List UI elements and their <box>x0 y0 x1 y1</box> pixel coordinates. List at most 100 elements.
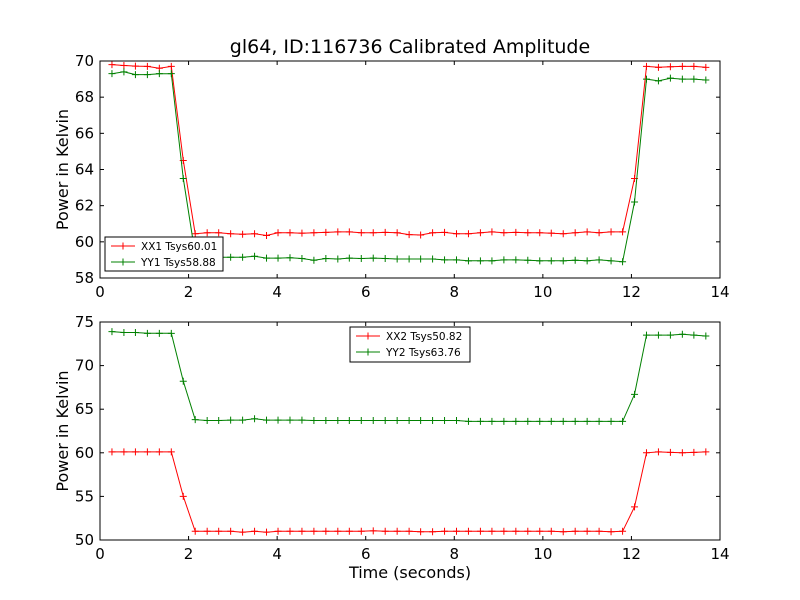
x-tick-label: 12 <box>622 283 641 301</box>
y-tick-label: 64 <box>75 161 94 179</box>
x-tick-label: 14 <box>710 545 729 563</box>
data-point <box>239 528 247 536</box>
data-point <box>120 62 128 70</box>
y-axis: 50 55 60 65 70 75 <box>75 313 720 549</box>
data-point <box>500 417 508 425</box>
data-point <box>690 75 698 83</box>
data-point <box>263 254 271 262</box>
data-point <box>464 417 472 425</box>
data-point <box>263 416 271 424</box>
y-tick-label: 70 <box>75 52 94 70</box>
y-axis-label: Power in Kelvin <box>53 109 72 230</box>
data-point <box>547 229 555 237</box>
data-point <box>417 255 425 263</box>
data-point <box>298 416 306 424</box>
y-tick-label: 55 <box>75 487 94 505</box>
data-point <box>512 417 520 425</box>
data-point <box>393 527 401 535</box>
x-tick-label: 2 <box>184 283 194 301</box>
data-point <box>227 230 235 238</box>
data-point <box>464 527 472 535</box>
data-point <box>595 229 603 237</box>
data-point <box>464 230 472 238</box>
data-point <box>453 417 460 425</box>
data-point <box>108 70 116 78</box>
data-point <box>357 229 365 237</box>
data-point <box>666 63 674 71</box>
data-point <box>251 527 259 535</box>
data-point <box>571 417 579 425</box>
data-point <box>167 70 175 78</box>
data-point <box>298 527 306 535</box>
data-point <box>167 62 175 70</box>
data-point <box>203 229 211 237</box>
data-point <box>108 448 116 456</box>
data-point <box>381 254 389 262</box>
data-point <box>429 528 437 536</box>
data-point <box>369 417 377 425</box>
series-2 <box>108 328 710 425</box>
data-point <box>654 331 662 339</box>
data-point <box>393 229 401 237</box>
data-point <box>690 331 698 339</box>
data-point <box>654 77 662 85</box>
x-tick-label: 4 <box>272 283 282 301</box>
legend-marker <box>119 242 127 250</box>
data-point <box>476 527 484 535</box>
x-tick-label: 10 <box>533 283 552 301</box>
data-point <box>512 527 520 535</box>
data-point <box>654 448 662 456</box>
data-point <box>631 390 639 398</box>
data-point <box>631 198 639 206</box>
data-point <box>405 231 413 239</box>
axes-frame <box>99 321 721 541</box>
data-point <box>559 417 567 425</box>
data-point <box>417 231 425 239</box>
data-point <box>642 62 650 70</box>
data-point <box>215 527 223 535</box>
data-point <box>131 71 139 79</box>
x-tick-label: 8 <box>450 545 460 563</box>
data-point <box>429 255 437 263</box>
y-tick-label: 66 <box>75 124 94 142</box>
data-point <box>203 417 211 425</box>
data-point <box>536 229 544 237</box>
data-point <box>500 527 508 535</box>
data-point <box>191 416 199 424</box>
legend: XX1 Tsys60.01 YY1 Tsys58.88 <box>104 236 224 272</box>
data-point <box>453 527 460 535</box>
data-point <box>263 528 271 536</box>
data-point <box>619 258 627 266</box>
data-point <box>274 229 282 237</box>
data-point <box>417 417 425 425</box>
data-point <box>322 417 330 425</box>
data-point <box>274 416 282 424</box>
data-point <box>500 229 508 237</box>
legend-item-1: XX2 Tsys50.82 <box>356 331 462 343</box>
y-axis: 58 60 62 64 66 68 70 <box>75 52 720 287</box>
x-axis: 0 2 4 6 8 10 12 14 <box>95 61 730 301</box>
data-point <box>441 228 449 236</box>
legend-item-2: YY1 Tsys58.88 <box>111 257 216 269</box>
data-point <box>310 256 318 264</box>
data-point <box>476 257 484 265</box>
data-point <box>524 256 532 264</box>
data-point <box>595 256 603 264</box>
data-point <box>345 254 353 262</box>
x-tick-label: 6 <box>361 283 371 301</box>
data-point <box>678 62 686 70</box>
data-point <box>453 256 460 264</box>
figure-title: gl64, ID:116736 Calibrated Amplitude <box>230 36 590 58</box>
data-point <box>286 254 294 262</box>
data-point <box>524 417 532 425</box>
data-point <box>453 230 460 238</box>
data-point <box>702 332 710 340</box>
data-point <box>524 229 532 237</box>
data-point <box>476 229 484 237</box>
data-point <box>536 417 544 425</box>
data-point <box>286 416 294 424</box>
data-point <box>441 527 449 535</box>
data-point <box>571 229 579 237</box>
data-point <box>441 256 449 264</box>
